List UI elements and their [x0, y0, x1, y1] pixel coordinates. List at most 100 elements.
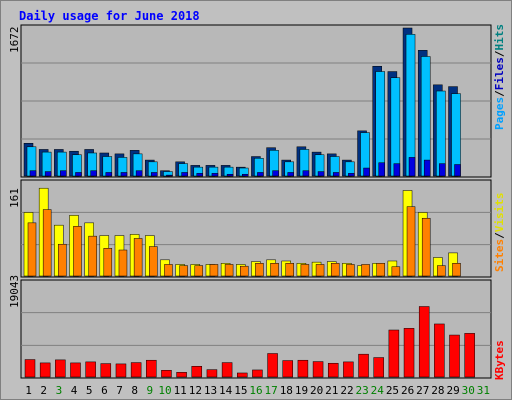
bar-sites: [42, 209, 52, 277]
bar-pages: [196, 173, 204, 177]
x-tick-label: 12: [189, 384, 202, 397]
bar-sites: [315, 264, 325, 277]
bar-kbytes: [206, 369, 218, 378]
bar-pages: [378, 162, 385, 177]
bar-kbytes: [388, 329, 400, 378]
panel-hits-files-pages: 1672: [8, 24, 492, 178]
bar-kbytes: [312, 361, 324, 378]
chart-panels: 1672 161 19043: [8, 24, 492, 379]
bar-kbytes: [403, 328, 415, 378]
x-tick-label: 19: [295, 384, 308, 397]
bar-sites: [118, 249, 128, 277]
x-tick-label: 4: [71, 384, 78, 397]
bar-sites: [58, 243, 67, 277]
bar-sites: [164, 264, 173, 277]
panel-visits-sites: 161: [8, 179, 492, 278]
x-tick-label: 11: [174, 384, 187, 397]
x-tick-label: 17: [265, 384, 278, 397]
legend-pages: Pages: [493, 97, 506, 130]
x-tick-label: 28: [431, 384, 444, 397]
bar-kbytes: [282, 360, 293, 378]
svg-text:Sites/Visits: Sites/Visits: [493, 193, 506, 273]
bar-pages: [317, 171, 325, 177]
x-tick-label: 23: [356, 384, 369, 397]
x-tick-label: 7: [116, 384, 123, 397]
x-tick-label: 13: [204, 384, 217, 397]
bar-sites: [376, 263, 385, 277]
bar-pages: [454, 164, 461, 177]
bar-pages: [60, 170, 67, 177]
bar-kbytes: [55, 359, 66, 378]
chart-title: Daily usage for June 2018: [19, 9, 200, 23]
bar-kbytes: [100, 363, 112, 378]
x-tick-label: 14: [219, 384, 233, 397]
bar-kbytes: [161, 370, 172, 378]
x-tick-label: 15: [234, 384, 247, 397]
legend-top: Pages/Files/Hits: [493, 24, 506, 130]
bar-pages: [44, 171, 52, 177]
bar-sites: [103, 248, 113, 277]
bar-sites: [421, 217, 431, 277]
bar-pages: [151, 172, 158, 177]
bar-pages: [135, 170, 143, 177]
legend-hits: Hits: [493, 24, 506, 51]
legend-sep-1: /: [493, 90, 506, 97]
bar-pages: [29, 170, 37, 177]
bar-sites: [73, 226, 82, 277]
bar-pages: [287, 172, 294, 177]
bar-kbytes: [146, 359, 157, 378]
bar-pages: [363, 167, 370, 177]
x-tick-label: 22: [340, 384, 353, 397]
max-label-visits-sites: 161: [8, 188, 21, 208]
bar-kbytes: [85, 361, 96, 378]
x-tick-label: 26: [401, 384, 414, 397]
x-tick-label: 2: [40, 384, 47, 397]
max-label-hits-files-pages: 1672: [8, 27, 21, 54]
bar-sites: [285, 263, 294, 277]
bar-pages: [439, 163, 446, 177]
bar-sites: [437, 265, 446, 277]
x-tick-label: 27: [416, 384, 429, 397]
bar-kbytes: [191, 366, 203, 378]
bar-sites: [255, 263, 264, 277]
bar-pages: [423, 159, 431, 177]
x-tick-label: 25: [386, 384, 399, 397]
bar-kbytes: [115, 363, 127, 378]
bar-pages: [348, 173, 355, 177]
bar-sites: [330, 263, 340, 277]
bar-files: [390, 77, 401, 177]
bar-sites: [300, 264, 310, 277]
bar-kbytes: [39, 362, 51, 378]
x-tick-label: 10: [158, 384, 171, 397]
bar-kbytes: [130, 362, 142, 378]
x-tick-label: 30: [462, 384, 475, 397]
bar-kbytes: [237, 372, 248, 378]
bar-kbytes: [449, 334, 460, 378]
bar-kbytes: [434, 323, 445, 378]
bar-sites: [179, 265, 188, 277]
x-tick-label: 1: [25, 384, 32, 397]
x-tick-label: 16: [249, 384, 262, 397]
bar-pages: [226, 173, 234, 177]
x-tick-label: 18: [280, 384, 293, 397]
legend-visits: Visits: [493, 193, 506, 233]
legend-sep-2: /: [493, 50, 506, 57]
x-tick-label: 3: [56, 384, 63, 397]
bar-kbytes: [343, 361, 354, 378]
bar-pages: [242, 173, 249, 177]
bar-sites: [452, 263, 461, 277]
panel-kbytes: 19043: [8, 275, 492, 379]
legend-sep-3: /: [493, 232, 506, 239]
bar-kbytes: [373, 357, 384, 378]
bar-sites: [391, 266, 401, 277]
x-tick-label: 9: [147, 384, 154, 397]
max-label-kbytes: 19043: [8, 275, 21, 308]
bar-sites: [224, 264, 234, 277]
bar-pages: [75, 172, 82, 177]
bar-pages: [257, 172, 264, 177]
x-tick-label: 29: [446, 384, 459, 397]
x-tick-label: 6: [101, 384, 108, 397]
x-tick-label: 24: [371, 384, 385, 397]
